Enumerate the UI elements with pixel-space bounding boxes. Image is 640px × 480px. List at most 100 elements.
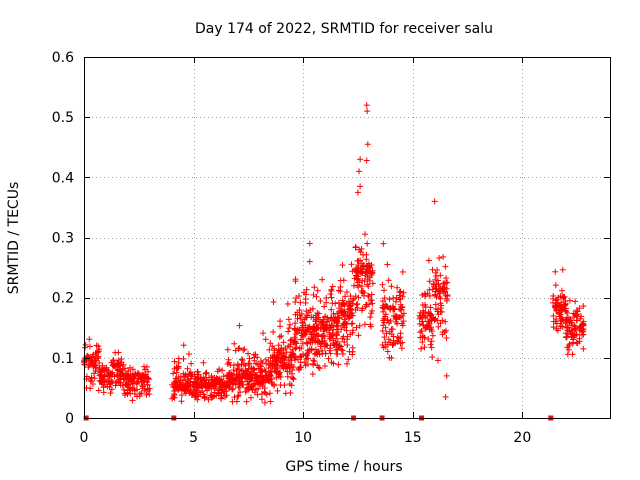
data-point — [360, 251, 367, 258]
data-point — [261, 367, 268, 374]
data-point — [107, 380, 114, 387]
data-point — [434, 306, 441, 313]
data-point — [129, 366, 136, 373]
data-point — [236, 380, 243, 387]
data-point — [297, 364, 304, 371]
data-point — [285, 343, 292, 350]
data-point — [333, 341, 340, 348]
data-point — [191, 394, 198, 401]
data-point — [174, 365, 181, 372]
data-point — [297, 299, 304, 306]
data-point — [313, 321, 320, 328]
data-point — [230, 380, 237, 387]
data-point — [421, 344, 428, 351]
data-point — [249, 387, 256, 394]
data-point — [271, 367, 278, 374]
data-point — [131, 375, 138, 382]
data-point — [568, 327, 575, 334]
data-point — [288, 352, 295, 359]
data-point — [390, 295, 397, 302]
data-point — [240, 367, 247, 374]
data-point — [340, 277, 347, 284]
data-point — [332, 300, 339, 307]
data-point — [142, 373, 149, 380]
data-point — [327, 333, 334, 340]
data-point — [218, 383, 225, 390]
data-point — [572, 298, 579, 305]
data-point — [115, 359, 122, 366]
data-point — [278, 332, 285, 339]
data-point — [236, 389, 243, 396]
data-point — [328, 286, 335, 293]
data-point — [194, 368, 201, 375]
data-point — [291, 336, 298, 343]
data-point — [325, 355, 332, 362]
data-point — [234, 365, 241, 372]
data-point — [363, 256, 370, 263]
data-point — [419, 302, 426, 309]
data-point — [109, 362, 116, 369]
data-point — [385, 336, 392, 343]
data-point — [341, 316, 348, 323]
y-tick-label: 0.5 — [52, 110, 74, 126]
data-point — [381, 295, 388, 302]
data-point — [267, 398, 274, 405]
data-point — [399, 322, 406, 329]
x-tick-label: 10 — [294, 430, 312, 446]
data-point — [433, 285, 440, 292]
data-point — [275, 355, 282, 362]
data-point — [298, 345, 305, 352]
data-point — [577, 324, 584, 331]
data-point — [108, 386, 115, 393]
data-point — [332, 335, 339, 342]
data-point-outlier — [364, 108, 371, 115]
data-point — [315, 332, 322, 339]
data-point — [386, 354, 393, 361]
data-point — [271, 353, 278, 360]
data-point — [271, 381, 278, 388]
data-point — [174, 381, 181, 388]
data-point — [417, 329, 424, 336]
data-point — [255, 365, 262, 372]
data-point — [235, 345, 242, 352]
data-point — [354, 276, 361, 283]
data-point — [245, 350, 252, 357]
data-point — [400, 289, 407, 296]
data-point — [339, 335, 346, 342]
data-point — [361, 321, 368, 328]
data-point — [262, 368, 269, 375]
data-point — [246, 360, 253, 367]
data-point — [328, 294, 335, 301]
data-point — [335, 314, 342, 321]
data-point — [141, 385, 148, 392]
data-point — [398, 345, 405, 352]
data-point — [245, 360, 252, 367]
data-point — [255, 379, 262, 386]
data-point — [552, 282, 559, 289]
data-point — [443, 334, 450, 341]
data-point — [339, 262, 346, 269]
data-point — [267, 340, 274, 347]
data-point — [192, 390, 199, 397]
data-point — [219, 367, 226, 374]
data-point — [225, 356, 232, 363]
data-point — [311, 284, 318, 291]
data-point — [580, 321, 587, 328]
data-point — [353, 266, 360, 273]
data-point — [187, 369, 194, 376]
data-point — [335, 287, 342, 294]
data-point — [361, 278, 368, 285]
data-point — [298, 311, 305, 318]
data-point — [355, 257, 362, 264]
data-point — [224, 346, 231, 353]
data-point — [274, 387, 281, 394]
data-point — [577, 315, 584, 322]
data-point — [286, 368, 293, 375]
data-point — [550, 312, 557, 319]
data-point — [86, 336, 93, 343]
data-point — [261, 388, 268, 395]
data-point — [241, 361, 248, 368]
data-point — [212, 385, 219, 392]
data-point — [314, 310, 321, 317]
data-point — [277, 318, 284, 325]
